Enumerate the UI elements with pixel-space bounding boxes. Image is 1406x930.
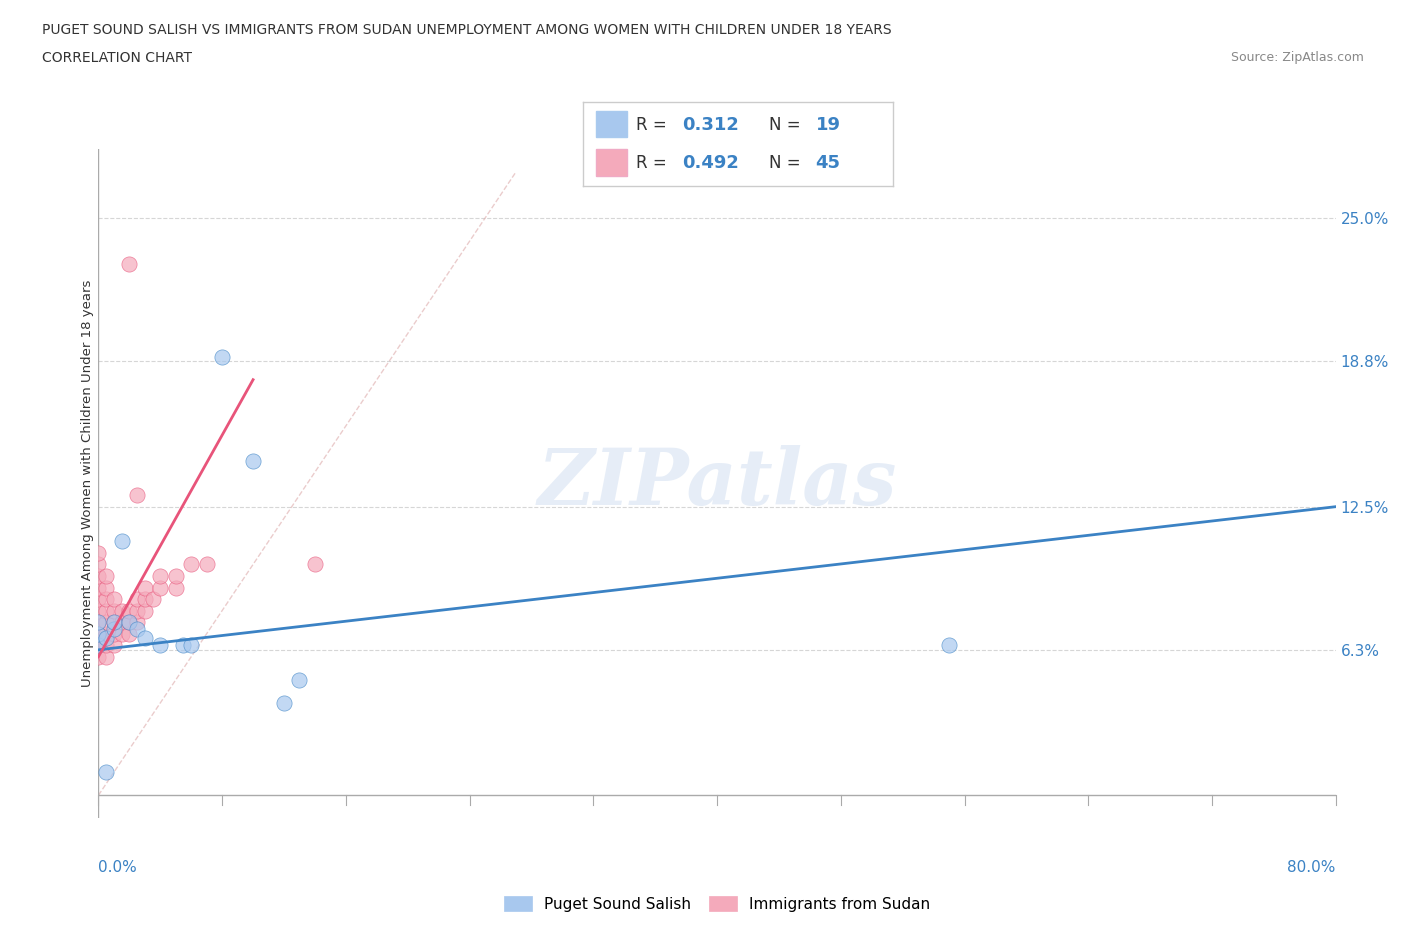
Point xyxy=(87,626,110,641)
Point xyxy=(118,615,141,630)
Legend: Puget Sound Salish, Immigrants from Sudan: Puget Sound Salish, Immigrants from Suda… xyxy=(498,890,936,918)
Point xyxy=(96,604,118,618)
Point xyxy=(87,604,110,618)
Bar xyxy=(596,149,627,176)
Point xyxy=(149,580,172,595)
Point xyxy=(87,638,110,653)
Text: 0.312: 0.312 xyxy=(682,116,740,134)
Point xyxy=(87,649,110,664)
Point xyxy=(111,534,134,549)
Point xyxy=(96,764,118,779)
Point xyxy=(304,557,326,572)
Bar xyxy=(596,111,627,138)
Point xyxy=(96,568,118,583)
Point xyxy=(134,591,156,606)
Point xyxy=(87,615,110,630)
Point xyxy=(96,615,118,630)
Text: ZIPatlas: ZIPatlas xyxy=(537,445,897,522)
Text: 0.0%: 0.0% xyxy=(98,860,138,875)
Point xyxy=(134,580,156,595)
Point xyxy=(103,615,125,630)
Point xyxy=(273,696,295,711)
Point xyxy=(96,626,118,641)
Point xyxy=(134,604,156,618)
Text: 19: 19 xyxy=(815,116,841,134)
Point xyxy=(127,621,149,636)
Point xyxy=(96,580,118,595)
Point xyxy=(242,453,264,468)
Point xyxy=(288,672,311,687)
Point xyxy=(87,568,110,583)
Point xyxy=(87,615,110,630)
Point xyxy=(103,615,125,630)
Point xyxy=(103,621,125,636)
Text: R =: R = xyxy=(636,116,672,134)
Text: CORRELATION CHART: CORRELATION CHART xyxy=(42,51,193,65)
Text: R =: R = xyxy=(636,153,672,171)
Text: 0.492: 0.492 xyxy=(682,153,740,171)
Point xyxy=(111,604,134,618)
Point xyxy=(173,638,195,653)
Point xyxy=(211,349,233,364)
Text: PUGET SOUND SALISH VS IMMIGRANTS FROM SUDAN UNEMPLOYMENT AMONG WOMEN WITH CHILDR: PUGET SOUND SALISH VS IMMIGRANTS FROM SU… xyxy=(42,23,891,37)
Point xyxy=(103,626,125,641)
Y-axis label: Unemployment Among Women with Children Under 18 years: Unemployment Among Women with Children U… xyxy=(80,280,94,687)
Point xyxy=(111,615,134,630)
Point xyxy=(180,638,202,653)
Text: 45: 45 xyxy=(815,153,841,171)
Point xyxy=(165,580,187,595)
Point xyxy=(127,487,149,502)
Point xyxy=(96,649,118,664)
Point xyxy=(87,580,110,595)
Point xyxy=(87,545,110,560)
Point xyxy=(87,557,110,572)
Point xyxy=(149,638,172,653)
Text: N =: N = xyxy=(769,116,806,134)
Point xyxy=(118,615,141,630)
Point xyxy=(180,557,202,572)
Point xyxy=(103,638,125,653)
Bar xyxy=(596,149,627,176)
Point xyxy=(111,626,134,641)
Point xyxy=(118,604,141,618)
Point xyxy=(103,591,125,606)
Point xyxy=(96,638,118,653)
Point xyxy=(96,631,118,645)
Point xyxy=(87,638,110,653)
Point xyxy=(134,631,156,645)
Text: N =: N = xyxy=(769,153,806,171)
Point xyxy=(142,591,165,606)
Point xyxy=(118,626,141,641)
Point xyxy=(149,568,172,583)
Point xyxy=(118,257,141,272)
Point xyxy=(165,568,187,583)
Point xyxy=(127,591,149,606)
Point xyxy=(103,604,125,618)
Text: 80.0%: 80.0% xyxy=(1288,860,1336,875)
Point xyxy=(96,591,118,606)
Point xyxy=(127,604,149,618)
Bar xyxy=(596,111,627,138)
Point xyxy=(127,615,149,630)
Point xyxy=(87,591,110,606)
Point xyxy=(195,557,218,572)
Point xyxy=(87,626,110,641)
Text: Source: ZipAtlas.com: Source: ZipAtlas.com xyxy=(1230,51,1364,64)
Point xyxy=(938,638,960,653)
